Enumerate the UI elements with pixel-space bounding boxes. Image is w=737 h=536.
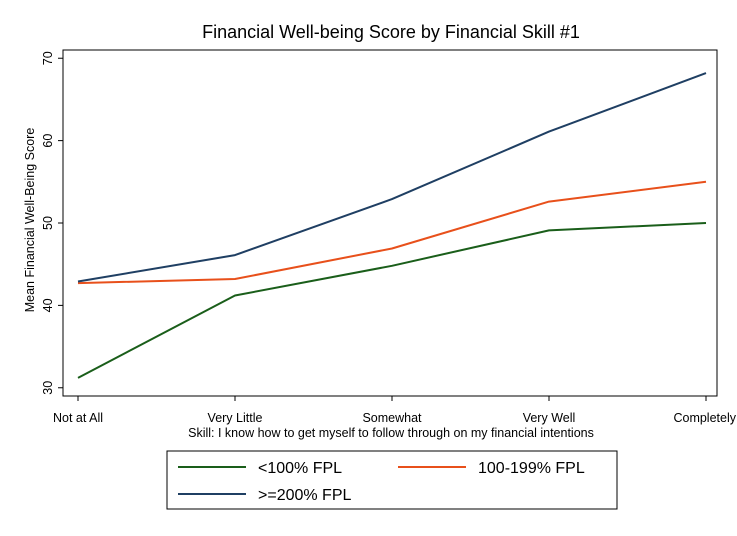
x-tick-label: Very Well bbox=[523, 411, 576, 425]
legend-label: 100-199% FPL bbox=[478, 460, 585, 477]
y-tick-label: 50 bbox=[41, 216, 55, 230]
y-tick-label: 70 bbox=[41, 51, 55, 65]
series-lines bbox=[77, 72, 707, 379]
plot-area bbox=[62, 49, 718, 397]
x-tick-label: Completely bbox=[673, 411, 736, 425]
series-line-1 bbox=[77, 180, 707, 285]
x-tick-label: Not at All bbox=[53, 411, 103, 425]
y-axis: 30 40 50 60 70 bbox=[41, 51, 63, 395]
x-axis-label: Skill: I know how to get myself to follo… bbox=[188, 426, 594, 440]
x-axis: Not at All Very Little Somewhat Very Well Co… bbox=[53, 396, 737, 425]
y-axis-label: Mean Financial Well-Being Score bbox=[23, 128, 37, 313]
legend-label: <100% FPL bbox=[258, 460, 342, 477]
x-tick-label: Very Little bbox=[208, 411, 263, 425]
x-tick-label: Somewhat bbox=[362, 411, 422, 425]
series-line-2 bbox=[77, 72, 707, 283]
y-tick-label: 40 bbox=[41, 298, 55, 312]
y-tick-label: 60 bbox=[41, 134, 55, 148]
y-tick-label: 30 bbox=[41, 381, 55, 395]
legend-label: >=200% FPL bbox=[258, 487, 352, 504]
chart-title: Financial Well-being Score by Financial … bbox=[202, 22, 580, 42]
legend-box bbox=[166, 450, 618, 510]
series-line-0 bbox=[77, 222, 707, 379]
legend: <100% FPL 100-199% FPL >=200% FPL bbox=[166, 450, 618, 510]
